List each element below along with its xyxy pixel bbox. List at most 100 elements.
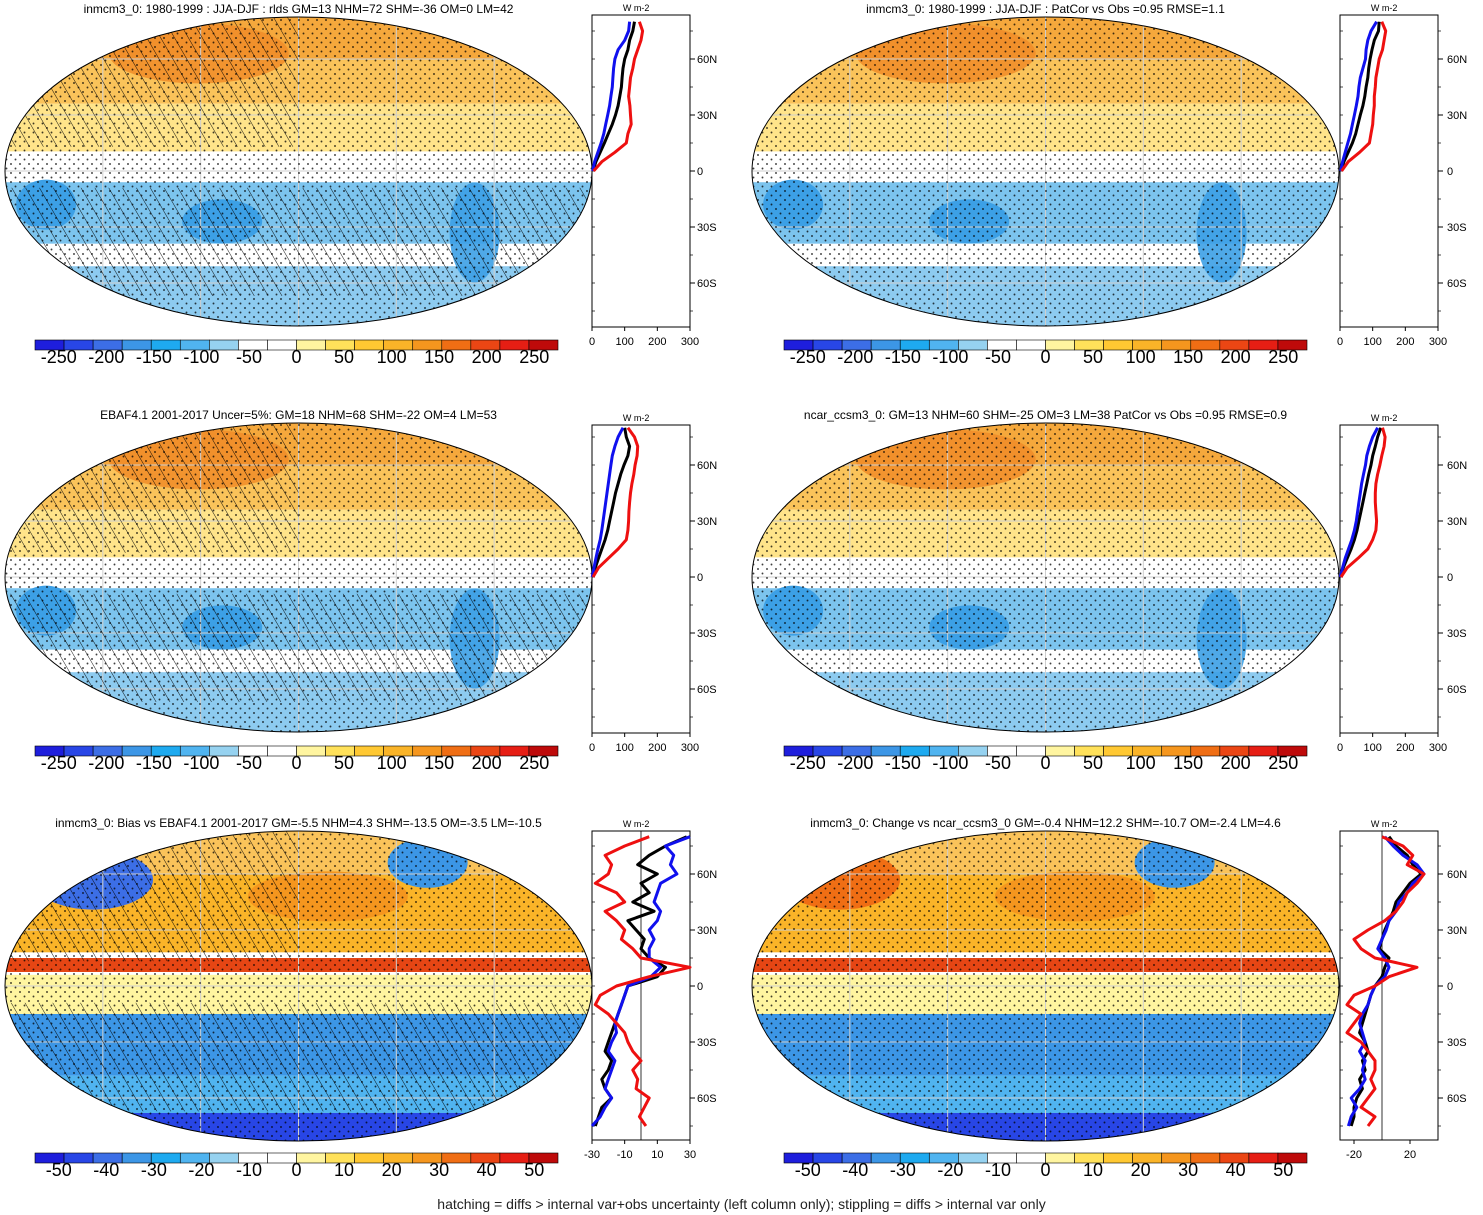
latitude-tick-label: 0 bbox=[697, 981, 703, 993]
colorbar-tick-label: -150 bbox=[136, 347, 172, 367]
map-field bbox=[752, 17, 1339, 326]
latitude-tick-label: 60S bbox=[1447, 278, 1467, 290]
colorbar: -250 -200 -150 -100 -50 0 50 100 150 200 250 bbox=[34, 339, 559, 367]
profile-x-tick-label: 300 bbox=[681, 336, 699, 348]
zonal-profile: W m-2 60N 30N 0 30S 60S 0 100 200 300 bbox=[1337, 413, 1467, 754]
colorbar-tick-label: 50 bbox=[334, 347, 354, 367]
profile-units: W m-2 bbox=[623, 413, 650, 423]
latitude-tick-label: 30S bbox=[1447, 222, 1467, 234]
colorbar-tick-label: 30 bbox=[429, 1160, 449, 1180]
colorbar-tick-label: 250 bbox=[1268, 753, 1298, 773]
colorbar-tick-label: 150 bbox=[1173, 753, 1203, 773]
colorbar-box bbox=[1103, 1152, 1133, 1164]
profile-series-line-1 bbox=[591, 21, 636, 172]
colorbar-box bbox=[528, 745, 559, 757]
colorbar-tick-label: -10 bbox=[236, 1160, 262, 1180]
colorbar-tick-label: -150 bbox=[885, 753, 921, 773]
colorbar-tick-label: 250 bbox=[519, 753, 549, 773]
profile-series-line-3 bbox=[1339, 427, 1387, 578]
colorbar-box bbox=[1277, 339, 1308, 351]
profile-series-line-3 bbox=[591, 426, 640, 578]
latitude-tick-label: 60S bbox=[1447, 684, 1467, 696]
profile-series-line-2 bbox=[591, 21, 632, 172]
latitude-tick-label: 60S bbox=[697, 278, 717, 290]
profile-frame bbox=[1339, 424, 1439, 734]
colorbar-tick-label: 200 bbox=[1221, 347, 1251, 367]
panel-4: ncar_ccsm3_0: GM=13 NHM=60 SHM=-25 OM=3 … bbox=[751, 408, 1467, 773]
profile-x-tick-label: -30 bbox=[584, 1149, 600, 1161]
panel-1: inmcm3_0: 1980-1999 : JJA-DJF : rlds GM=… bbox=[4, 2, 717, 367]
zonal-profile: W m-2 60N 30N 0 30S 60S 0 100 200 300 bbox=[589, 413, 717, 754]
colorbar-tick-label: 100 bbox=[1126, 753, 1156, 773]
profile-x-tick-label: 300 bbox=[1429, 336, 1447, 348]
profile-units: W m-2 bbox=[1371, 819, 1398, 829]
colorbar-tick-label: 10 bbox=[334, 1160, 354, 1180]
zonal-profile: W m-2 60N 30N 0 30S 60S 0 100 200 300 bbox=[589, 3, 717, 348]
profile-series-line-2 bbox=[1338, 427, 1379, 578]
colorbar-tick-label: 150 bbox=[424, 347, 454, 367]
colorbar-tick-label: -50 bbox=[985, 753, 1011, 773]
colorbar-tick-label: 150 bbox=[424, 753, 454, 773]
zonal-profile: W m-2 60N 30N 0 30S 60S 0 100 200 300 bbox=[1337, 3, 1467, 348]
profile-x-tick-label: 200 bbox=[648, 336, 666, 348]
colorbar: -250 -200 -150 -100 -50 0 50 100 150 200 250 bbox=[783, 339, 1308, 367]
zonal-profile: W m-2 60N 30N 0 30S 60S -20 20 bbox=[1339, 819, 1467, 1161]
colorbar-tick-label: 100 bbox=[377, 347, 407, 367]
map-field bbox=[5, 17, 592, 326]
map-field bbox=[5, 423, 592, 732]
colorbar-tick-label: -200 bbox=[837, 347, 873, 367]
profile-x-tick-label: 30 bbox=[684, 1149, 696, 1161]
colorbar-box bbox=[1277, 1152, 1308, 1164]
profile-frame bbox=[1339, 14, 1439, 328]
profile-series-line-3 bbox=[593, 835, 692, 1127]
colorbar-tick-label: 50 bbox=[1083, 347, 1103, 367]
colorbar-tick-label: -50 bbox=[46, 1160, 72, 1180]
colorbar-tick-label: 0 bbox=[291, 753, 301, 773]
profile-units: W m-2 bbox=[623, 819, 650, 829]
colorbar-tick-label: 20 bbox=[1131, 1160, 1151, 1180]
latitude-tick-label: 0 bbox=[1447, 572, 1453, 584]
colorbar-tick-label: -30 bbox=[890, 1160, 916, 1180]
latitude-tick-label: 30N bbox=[697, 516, 717, 528]
latitude-tick-label: 60N bbox=[697, 460, 717, 472]
colorbar-tick-label: -100 bbox=[183, 347, 219, 367]
colorbar-tick-label: 200 bbox=[1221, 753, 1251, 773]
profile-x-tick-label: -20 bbox=[1346, 1149, 1362, 1161]
colorbar-tick-label: -50 bbox=[236, 753, 262, 773]
latitude-tick-label: 60N bbox=[1447, 869, 1467, 881]
profile-series-line-3 bbox=[1345, 835, 1426, 1127]
panel-title: EBAF4.1 2001-2017 Uncer=5%: GM=18 NHM=68… bbox=[100, 408, 497, 422]
panel-title: ncar_ccsm3_0: GM=13 NHM=60 SHM=-25 OM=3 … bbox=[804, 408, 1288, 422]
latitude-tick-label: 30N bbox=[1447, 516, 1467, 528]
profile-x-tick-label: 0 bbox=[1337, 742, 1343, 754]
latitude-tick-label: 30S bbox=[1447, 1037, 1467, 1049]
colorbar-box bbox=[528, 1152, 559, 1164]
panel-3: EBAF4.1 2001-2017 Uncer=5%: GM=18 NHM=68… bbox=[4, 408, 717, 773]
profile-x-tick-label: 200 bbox=[648, 742, 666, 754]
colorbar-tick-label: -250 bbox=[41, 347, 77, 367]
colorbar-tick-label: 30 bbox=[1178, 1160, 1198, 1180]
colorbar: -50 -40 -30 -20 -10 0 10 20 30 40 50 bbox=[34, 1152, 559, 1180]
colorbar-tick-label: 50 bbox=[334, 753, 354, 773]
colorbar-tick-label: -250 bbox=[790, 753, 826, 773]
profile-series-line-1 bbox=[1339, 427, 1383, 578]
profile-frame bbox=[591, 424, 691, 734]
colorbar-tick-label: -250 bbox=[41, 753, 77, 773]
profile-x-tick-label: 0 bbox=[589, 336, 595, 348]
profile-x-tick-label: 100 bbox=[1363, 336, 1381, 348]
latitude-tick-label: 0 bbox=[697, 572, 703, 584]
latitude-tick-label: 30S bbox=[697, 222, 717, 234]
colorbar: -250 -200 -150 -100 -50 0 50 100 150 200 250 bbox=[783, 745, 1308, 773]
colorbar-tick-label: 40 bbox=[477, 1160, 497, 1180]
colorbar-tick-label: -50 bbox=[236, 347, 262, 367]
latitude-tick-label: 60S bbox=[697, 1093, 717, 1105]
colorbar-tick-label: 40 bbox=[1226, 1160, 1246, 1180]
latitude-tick-label: 0 bbox=[697, 166, 703, 178]
latitude-tick-label: 30S bbox=[697, 1037, 717, 1049]
panel-title: inmcm3_0: Bias vs EBAF4.1 2001-2017 GM=-… bbox=[55, 816, 542, 830]
profile-units: W m-2 bbox=[1371, 413, 1398, 423]
latitude-tick-label: 30N bbox=[1447, 110, 1467, 122]
colorbar-tick-label: -40 bbox=[93, 1160, 119, 1180]
profile-series-line-2 bbox=[1339, 20, 1378, 172]
